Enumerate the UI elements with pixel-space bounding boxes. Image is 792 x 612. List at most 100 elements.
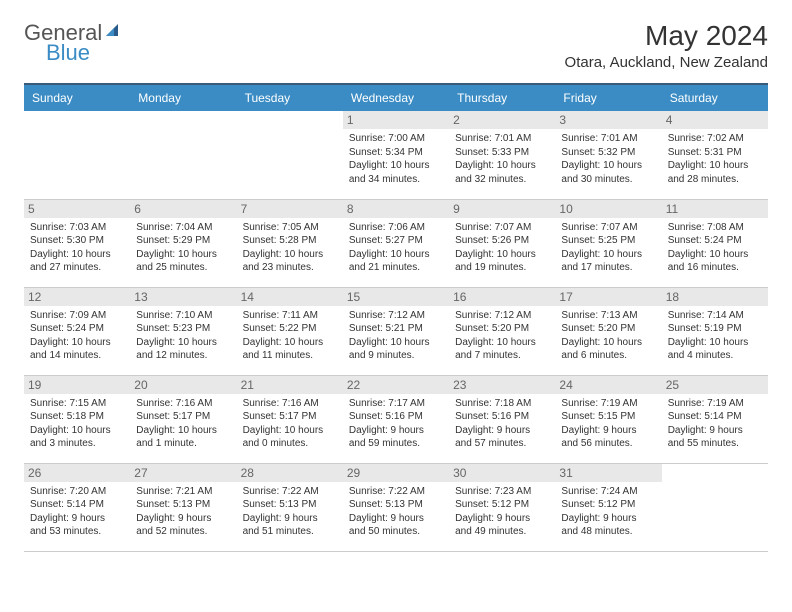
sunset-text: Sunset: 5:20 PM (455, 322, 549, 336)
day-info: Sunrise: 7:24 AMSunset: 5:12 PMDaylight:… (561, 485, 655, 539)
day-header-monday: Monday (130, 84, 236, 111)
calendar-day-cell: 17Sunrise: 7:13 AMSunset: 5:20 PMDayligh… (555, 287, 661, 375)
sunset-text: Sunset: 5:15 PM (561, 410, 655, 424)
calendar-day-cell: 6 Sunrise: 7:04 AMSunset: 5:29 PMDaylight… (130, 199, 236, 287)
sunrise-text: Sunrise: 7:10 AM (136, 309, 230, 323)
location: Otara, Auckland, New Zealand (565, 54, 768, 71)
day-header-friday: Friday (555, 84, 661, 111)
calendar-day-cell: 24Sunrise: 7:19 AMSunset: 5:15 PMDayligh… (555, 375, 661, 463)
logo: GeneralBlue (24, 20, 122, 66)
sunrise-text: Sunrise: 7:08 AM (668, 221, 762, 235)
calendar-day-cell: 9Sunrise: 7:07 AMSunset: 5:26 PMDaylight… (449, 199, 555, 287)
sunrise-text: Sunrise: 7:24 AM (561, 485, 655, 499)
sunset-text: Sunset: 5:14 PM (30, 498, 124, 512)
sunset-text: Sunset: 5:13 PM (136, 498, 230, 512)
day-header-saturday: Saturday (662, 84, 768, 111)
calendar-day-cell: 20Sunrise: 7:16 AMSunset: 5:17 PMDayligh… (130, 375, 236, 463)
sunrise-text: Sunrise: 7:07 AM (561, 221, 655, 235)
sunset-text: Sunset: 5:12 PM (455, 498, 549, 512)
sunset-text: Sunset: 5:18 PM (30, 410, 124, 424)
day-info: Sunrise: 7:15 AMSunset: 5:18 PMDaylight:… (30, 397, 124, 451)
title-block: May 2024 Otara, Auckland, New Zealand (565, 20, 768, 75)
day-info: Sunrise: 7:19 AMSunset: 5:15 PMDaylight:… (561, 397, 655, 451)
day-header-wednesday: Wednesday (343, 84, 449, 111)
day-info: Sunrise: 7:21 AMSunset: 5:13 PMDaylight:… (136, 485, 230, 539)
day-number: 23 (449, 376, 555, 394)
day-info: Sunrise: 7:07 AMSunset: 5:26 PMDaylight:… (455, 221, 549, 275)
daylight-text: Daylight: 9 hours and 52 minutes. (136, 512, 230, 539)
day-info: Sunrise: 7:13 AMSunset: 5:20 PMDaylight:… (561, 309, 655, 363)
sunset-text: Sunset: 5:27 PM (349, 234, 443, 248)
day-number: 10 (555, 200, 661, 218)
sunrise-text: Sunrise: 7:22 AM (349, 485, 443, 499)
day-number: 30 (449, 464, 555, 482)
day-number: 6 (130, 200, 236, 218)
sunrise-text: Sunrise: 7:17 AM (349, 397, 443, 411)
calendar-day-cell: 22 Sunrise: 7:17 AMSunset: 5:16 PMDayligh… (343, 375, 449, 463)
calendar-day-cell: 19Sunrise: 7:15 AMSunset: 5:18 PMDayligh… (24, 375, 130, 463)
sunrise-text: Sunrise: 7:22 AM (243, 485, 337, 499)
sunrise-text: Sunrise: 7:16 AM (136, 397, 230, 411)
daylight-text: Daylight: 10 hours and 3 minutes. (30, 424, 124, 451)
daylight-text: Daylight: 9 hours and 53 minutes. (30, 512, 124, 539)
calendar-day-cell: 21 Sunrise: 7:16 AMSunset: 5:17 PMDayligh… (237, 375, 343, 463)
daylight-text: Daylight: 10 hours and 34 minutes. (349, 159, 443, 186)
day-info: Sunrise: 7:19 AMSunset: 5:14 PMDaylight:… (668, 397, 762, 451)
day-number: 21 (237, 376, 343, 394)
day-info: Sunrise: 7:06 AMSunset: 5:27 PMDaylight:… (349, 221, 443, 275)
day-number: 15 (343, 288, 449, 306)
day-info: Sunrise: 7:12 AMSunset: 5:21 PMDaylight:… (349, 309, 443, 363)
day-number: 3 (555, 111, 661, 129)
day-header-thursday: Thursday (449, 84, 555, 111)
day-header-sunday: Sunday (24, 84, 130, 111)
sunset-text: Sunset: 5:12 PM (561, 498, 655, 512)
sunrise-text: Sunrise: 7:00 AM (349, 132, 443, 146)
daylight-text: Daylight: 9 hours and 49 minutes. (455, 512, 549, 539)
sunset-text: Sunset: 5:16 PM (349, 410, 443, 424)
daylight-text: Daylight: 10 hours and 19 minutes. (455, 248, 549, 275)
daylight-text: Daylight: 10 hours and 27 minutes. (30, 248, 124, 275)
sunrise-text: Sunrise: 7:04 AM (136, 221, 230, 235)
day-number: 28 (237, 464, 343, 482)
calendar-day-cell: 4Sunrise: 7:02 AMSunset: 5:31 PMDaylight… (662, 111, 768, 199)
sunset-text: Sunset: 5:21 PM (349, 322, 443, 336)
day-number: 22 (343, 376, 449, 394)
sunset-text: Sunset: 5:13 PM (349, 498, 443, 512)
day-info: Sunrise: 7:18 AMSunset: 5:16 PMDaylight:… (455, 397, 549, 451)
sunrise-text: Sunrise: 7:03 AM (30, 221, 124, 235)
daylight-text: Daylight: 9 hours and 51 minutes. (243, 512, 337, 539)
sunset-text: Sunset: 5:23 PM (136, 322, 230, 336)
day-info: Sunrise: 7:01 AMSunset: 5:32 PMDaylight:… (561, 132, 655, 186)
calendar-day-cell: 3 Sunrise: 7:01 AMSunset: 5:32 PMDaylight… (555, 111, 661, 199)
day-info: Sunrise: 7:16 AMSunset: 5:17 PMDaylight:… (243, 397, 337, 451)
daylight-text: Daylight: 10 hours and 21 minutes. (349, 248, 443, 275)
day-info: Sunrise: 7:20 AMSunset: 5:14 PMDaylight:… (30, 485, 124, 539)
calendar-day-cell (130, 111, 236, 199)
sunset-text: Sunset: 5:20 PM (561, 322, 655, 336)
daylight-text: Daylight: 10 hours and 4 minutes. (668, 336, 762, 363)
day-number: 29 (343, 464, 449, 482)
daylight-text: Daylight: 9 hours and 55 minutes. (668, 424, 762, 451)
daylight-text: Daylight: 9 hours and 56 minutes. (561, 424, 655, 451)
sunset-text: Sunset: 5:24 PM (668, 234, 762, 248)
calendar-day-cell: 28 Sunrise: 7:22 AMSunset: 5:13 PMDayligh… (237, 463, 343, 551)
calendar-week-row: 5Sunrise: 7:03 AMSunset: 5:30 PMDaylight… (24, 199, 768, 287)
daylight-text: Daylight: 9 hours and 50 minutes. (349, 512, 443, 539)
day-info: Sunrise: 7:00 AMSunset: 5:34 PMDaylight:… (349, 132, 443, 186)
sunrise-text: Sunrise: 7:23 AM (455, 485, 549, 499)
daylight-text: Daylight: 9 hours and 59 minutes. (349, 424, 443, 451)
sunset-text: Sunset: 5:30 PM (30, 234, 124, 248)
calendar-day-cell: 8Sunrise: 7:06 AMSunset: 5:27 PMDaylight… (343, 199, 449, 287)
day-info: Sunrise: 7:09 AMSunset: 5:24 PMDaylight:… (30, 309, 124, 363)
daylight-text: Daylight: 10 hours and 25 minutes. (136, 248, 230, 275)
day-info: Sunrise: 7:16 AMSunset: 5:17 PMDaylight:… (136, 397, 230, 451)
sunrise-text: Sunrise: 7:20 AM (30, 485, 124, 499)
daylight-text: Daylight: 10 hours and 28 minutes. (668, 159, 762, 186)
daylight-text: Daylight: 10 hours and 11 minutes. (243, 336, 337, 363)
sunrise-text: Sunrise: 7:19 AM (561, 397, 655, 411)
day-number: 4 (662, 111, 768, 129)
day-info: Sunrise: 7:04 AMSunset: 5:29 PMDaylight:… (136, 221, 230, 275)
day-info: Sunrise: 7:22 AMSunset: 5:13 PMDaylight:… (243, 485, 337, 539)
calendar-day-cell: 31Sunrise: 7:24 AMSunset: 5:12 PMDayligh… (555, 463, 661, 551)
sunrise-text: Sunrise: 7:11 AM (243, 309, 337, 323)
